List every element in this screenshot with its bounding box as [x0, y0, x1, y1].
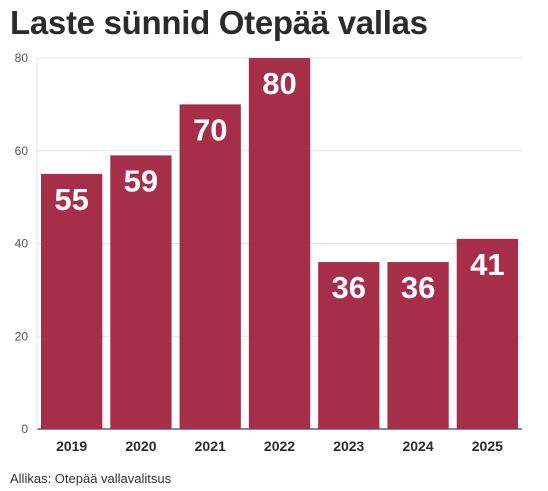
x-tick-label-2022: 2022 [264, 438, 295, 454]
y-tick-label: 80 [15, 51, 29, 65]
bar-2020 [110, 155, 172, 429]
data-label-2020: 59 [124, 163, 158, 198]
x-tick-label-2024: 2024 [402, 438, 433, 454]
bar-2021 [179, 104, 241, 429]
data-label-2021: 70 [193, 112, 227, 147]
y-tick-label: 60 [15, 144, 29, 158]
bar-2022 [248, 58, 311, 429]
x-tick-label-2025: 2025 [472, 438, 503, 454]
x-tick-label-2019: 2019 [56, 438, 87, 454]
data-label-2019: 55 [54, 182, 88, 217]
bar-2024 [387, 262, 449, 429]
y-tick-label: 0 [21, 422, 28, 436]
y-tick-label: 40 [15, 237, 29, 251]
y-tick-label: 20 [15, 329, 29, 343]
bar-2025 [456, 238, 518, 429]
data-label-2023: 36 [332, 270, 366, 305]
x-tick-label-2021: 2021 [195, 438, 226, 454]
x-tick-label-2023: 2023 [333, 438, 364, 454]
data-labels: 55 59 70 80 36 36 41 [54, 66, 504, 305]
bar-2023 [318, 262, 380, 429]
x-tick-label-2020: 2020 [125, 438, 156, 454]
bars [41, 58, 518, 429]
data-label-2022: 80 [262, 66, 296, 101]
bar-2019 [41, 173, 103, 429]
data-label-2025: 41 [470, 247, 504, 282]
data-label-2024: 36 [401, 270, 435, 305]
y-axis-ticks: 0 20 40 60 80 [15, 51, 29, 436]
source-note: Allikas: Otepää vallavalitsus [10, 471, 172, 486]
chart-title: Laste sünnid Otepää vallas [10, 4, 428, 41]
x-axis-ticks: 2019 2020 2021 2022 2023 2024 2025 [56, 438, 503, 454]
